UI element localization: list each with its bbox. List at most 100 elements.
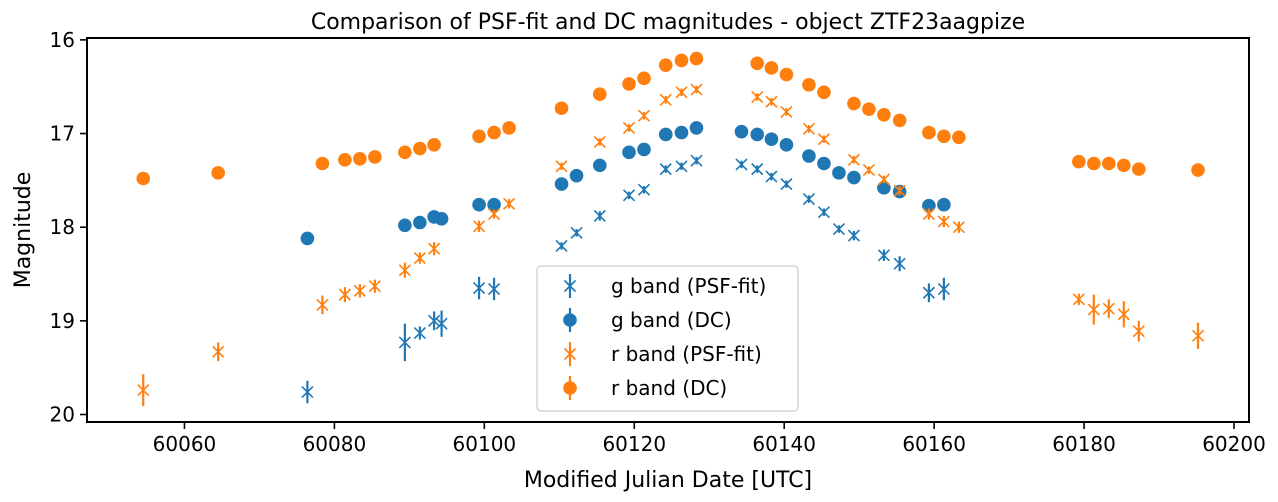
data-point-circle bbox=[817, 156, 831, 171]
data-point-circle bbox=[847, 96, 861, 111]
data-point-x-marker bbox=[301, 380, 314, 404]
data-point-x-marker bbox=[622, 189, 636, 202]
data-point-x-marker bbox=[353, 284, 366, 298]
data-point-x-marker bbox=[398, 262, 411, 278]
data-point-x-marker bbox=[338, 287, 351, 303]
data-point-circle bbox=[658, 127, 673, 142]
data-point-x-marker bbox=[1191, 322, 1205, 349]
data-point-x-marker bbox=[622, 121, 636, 134]
data-point-x-marker bbox=[922, 208, 935, 221]
data-point-x-marker bbox=[413, 326, 426, 340]
data-point-circle bbox=[637, 142, 651, 157]
data-point-circle bbox=[502, 121, 516, 135]
y-tick-label: 16 bbox=[50, 28, 75, 52]
data-point-circle bbox=[353, 152, 367, 166]
data-point-x-marker bbox=[503, 197, 516, 210]
data-point-circle bbox=[674, 53, 689, 68]
legend-entry: g band (DC) bbox=[563, 308, 732, 332]
data-point-circle bbox=[368, 150, 382, 164]
data-point-x-marker bbox=[675, 86, 688, 99]
data-point-x-marker bbox=[1087, 294, 1100, 325]
y-tick-label: 19 bbox=[50, 309, 75, 333]
data-point-circle bbox=[952, 130, 966, 145]
data-point-x-marker bbox=[428, 242, 441, 256]
data-point-x-marker bbox=[413, 252, 426, 265]
data-point-circle bbox=[554, 101, 569, 116]
data-point-circle bbox=[592, 158, 607, 173]
data-point-x-marker bbox=[847, 229, 860, 242]
legend-entry: r band (PSF-fit) bbox=[563, 342, 762, 366]
data-point-x-marker bbox=[937, 215, 950, 228]
data-point-circle bbox=[674, 125, 689, 140]
data-point-circle bbox=[637, 71, 651, 86]
y-tick-label: 18 bbox=[50, 215, 75, 239]
data-point-x-marker bbox=[428, 311, 441, 331]
data-point-x-marker bbox=[847, 153, 860, 166]
data-point-circle bbox=[1117, 158, 1131, 173]
data-point-x-marker bbox=[398, 323, 411, 362]
data-point-x-marker bbox=[1132, 320, 1145, 342]
data-point-circle bbox=[487, 197, 501, 212]
data-point-circle bbox=[937, 197, 951, 212]
legend: g band (PSF-fit) g band (DC) r band (PSF-f… bbox=[536, 265, 799, 412]
series-3 bbox=[136, 51, 1205, 186]
data-point-circle bbox=[922, 198, 936, 213]
data-point-circle bbox=[300, 231, 315, 246]
legend-swatch bbox=[563, 274, 577, 298]
x-axis-label: Modified Julian Date [UTC] bbox=[524, 468, 812, 493]
data-point-x-marker bbox=[593, 135, 606, 149]
data-point-x-marker bbox=[593, 209, 606, 223]
data-point-x-marker bbox=[637, 183, 651, 196]
data-point-x-marker bbox=[893, 256, 906, 272]
x-axis: 60060 60080 60100 60120 60140 60160 60180 60200 bbox=[153, 422, 1266, 456]
data-point-x-marker bbox=[780, 178, 793, 191]
data-point-x-marker bbox=[488, 277, 501, 301]
data-point-x-marker bbox=[751, 163, 764, 176]
data-point-circle bbox=[877, 108, 891, 122]
data-point-circle bbox=[338, 152, 352, 167]
data-point-x-marker bbox=[765, 95, 778, 108]
legend-entry: g band (PSF-fit) bbox=[563, 274, 766, 298]
chart-title: Comparison of PSF-fit and DC magnitudes … bbox=[311, 10, 1025, 35]
data-point-circle bbox=[315, 156, 330, 171]
data-point-x-marker bbox=[690, 154, 703, 167]
data-point-x-marker bbox=[877, 173, 890, 186]
x-tick-label: 60080 bbox=[303, 432, 367, 456]
data-point-x-marker bbox=[659, 163, 672, 176]
data-point-circle bbox=[554, 177, 569, 191]
data-point-circle bbox=[779, 137, 794, 152]
legend-label: r band (DC) bbox=[611, 376, 727, 400]
data-point-circle bbox=[750, 127, 765, 142]
x-tick-label: 60100 bbox=[453, 432, 517, 456]
data-point-x-marker bbox=[637, 109, 651, 122]
data-point-x-marker bbox=[473, 220, 486, 233]
data-point-circle bbox=[1072, 154, 1086, 169]
data-point-x-marker bbox=[832, 222, 845, 236]
data-point-circle bbox=[937, 129, 951, 144]
data-point-x-marker bbox=[137, 374, 150, 407]
legend-swatch bbox=[563, 308, 577, 332]
data-point-x-marker bbox=[368, 279, 381, 293]
data-point-circle bbox=[136, 171, 151, 186]
x-tick-label: 60200 bbox=[1202, 432, 1266, 456]
data-point-x-marker bbox=[817, 133, 830, 146]
data-point-circle bbox=[764, 132, 779, 146]
data-point-circle bbox=[689, 121, 704, 135]
series-0 bbox=[301, 154, 950, 404]
data-point-x-marker bbox=[952, 221, 965, 234]
data-point-circle bbox=[413, 141, 427, 156]
data-point-x-marker bbox=[735, 158, 748, 171]
data-point-circle bbox=[750, 56, 765, 71]
x-tick-label: 60140 bbox=[752, 432, 816, 456]
data-point-x-marker bbox=[862, 163, 875, 177]
data-point-x-marker bbox=[1102, 299, 1115, 319]
x-tick-label: 60180 bbox=[1052, 432, 1116, 456]
y-tick-label: 17 bbox=[50, 122, 75, 146]
axes-frame bbox=[86, 37, 1250, 423]
data-point-circle bbox=[922, 125, 936, 140]
data-point-x-marker bbox=[212, 342, 225, 362]
data-point-circle bbox=[487, 125, 501, 140]
legend-box bbox=[536, 265, 799, 412]
data-point-circle bbox=[434, 211, 449, 226]
